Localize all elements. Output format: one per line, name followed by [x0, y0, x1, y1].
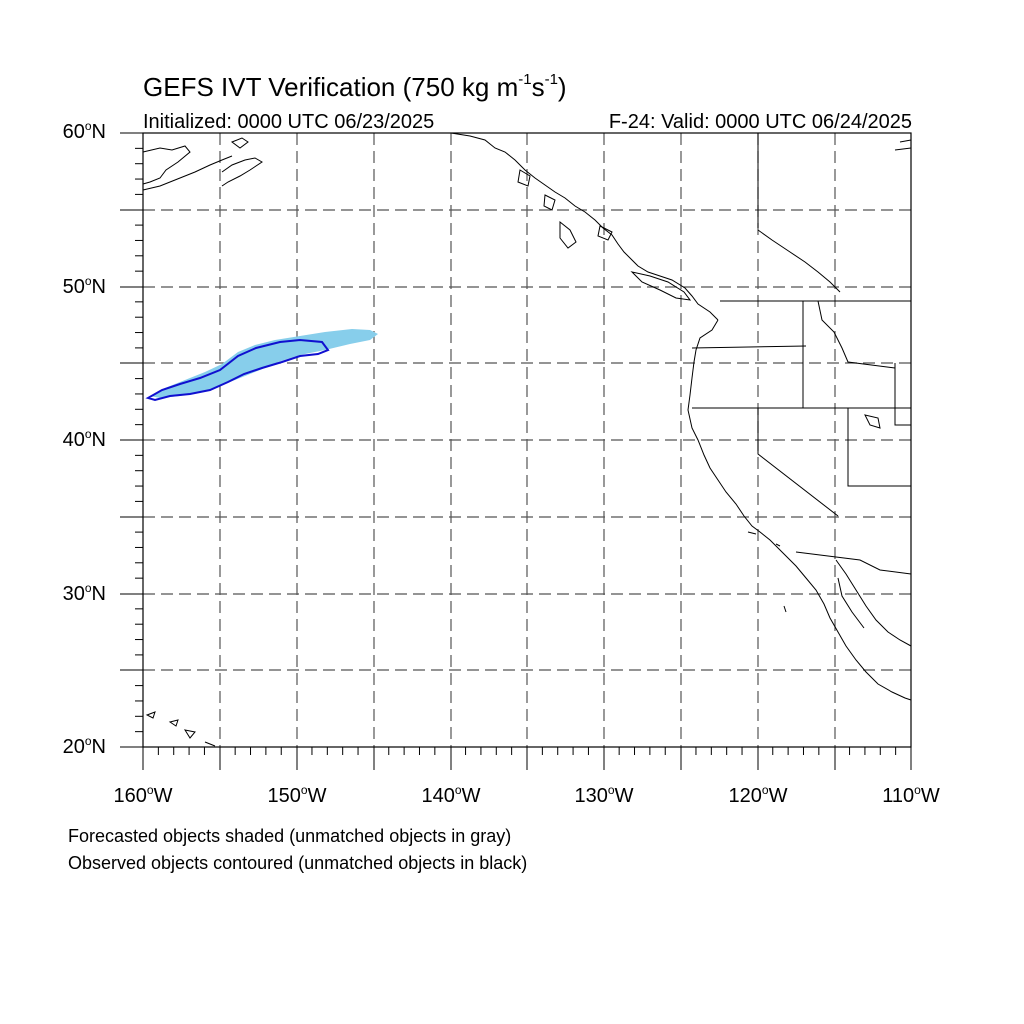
lon-label-120: 120oW [728, 783, 788, 807]
minor-ticks [135, 147, 897, 755]
grid-lines [143, 133, 911, 747]
coastlines [142, 132, 912, 747]
lon-label-150: 150oW [267, 783, 327, 807]
lat-label-50: 50oN [62, 274, 106, 298]
valid-time: F-24: Valid: 0000 UTC 06/24/2025 [608, 111, 912, 133]
initialized-time: Initialized: 0000 UTC 06/23/2025 [143, 111, 435, 133]
lon-label-140: 140oW [421, 783, 481, 807]
lon-label-130: 130oW [574, 783, 634, 807]
observed-legend-note: Observed objects contoured (unmatched ob… [68, 853, 528, 873]
forecast-legend-note: Forecasted objects shaded (unmatched obj… [68, 826, 512, 846]
lat-label-20: 20oN [62, 734, 106, 758]
tick-marks [120, 132, 912, 770]
observed-ivt-contour [145, 338, 330, 402]
chart-title: GEFS IVT Verification (750 kg m-1s-1) [143, 71, 567, 102]
lat-label-60: 60oN [62, 119, 106, 143]
lon-label-160: 160oW [113, 783, 173, 807]
forecast-ivt-object [150, 329, 378, 398]
lat-label-40: 40oN [62, 427, 106, 451]
lon-label-110: 110oW [882, 783, 940, 807]
lat-label-30: 30oN [62, 581, 106, 605]
